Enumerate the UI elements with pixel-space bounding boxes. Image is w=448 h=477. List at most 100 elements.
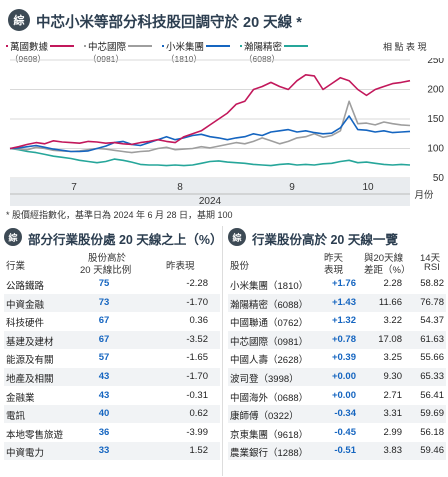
col-header-pct-line1: 股份高於 [88, 253, 127, 264]
perf-cell: -0.45 [334, 426, 356, 438]
y-tick-label: 200 [427, 85, 444, 96]
stock-cell: 中國人壽（2628） [230, 355, 309, 367]
perf-cell: +0.00 [331, 389, 356, 401]
stock-cell: 瀚陽精密（6088） [230, 299, 309, 311]
diff-cell: 9.30 [383, 371, 403, 382]
industry-cell: 電訊 [6, 411, 26, 423]
table-row-background [228, 405, 446, 424]
col-header-diff-line1: 與20天線 [364, 253, 404, 264]
diff-cell: 3.22 [383, 315, 403, 327]
table-row-background [4, 442, 220, 461]
industry-cell: 地產及相關 [6, 374, 54, 385]
col-header-perf-line1: 昨天 [324, 253, 344, 264]
section-logo-icon: 綜 [228, 228, 246, 246]
rsi-cell: 65.33 [420, 371, 444, 382]
col-header-pct-line2: 20 天線比例 [80, 265, 132, 276]
col-header-diff-line2: 差距（%） [364, 265, 411, 276]
rsi-cell: 59.46 [420, 445, 444, 457]
stock-cell: 農業銀行（1288） [230, 448, 309, 460]
industry-cell: 金融業 [6, 392, 35, 404]
legend-series-name: 中芯國際 [86, 39, 129, 53]
series-line [9, 100, 411, 154]
left-section-title: 部分行業股份處 20 天線之上（%） [28, 233, 223, 247]
rsi-cell: 54.37 [420, 315, 444, 327]
rsi-cell: 58.82 [420, 278, 444, 289]
legend-series-code: （9698） [10, 54, 46, 64]
stock-cell: 小米集團（1810） [230, 281, 309, 292]
stock-cell: 京東集團（9618） [230, 429, 309, 441]
col-header-change: 昨表現 [166, 261, 195, 272]
change-cell: -1.70 [186, 296, 208, 308]
chart-title: 中芯小米等部分科技股回調守於 20 天線 * [36, 15, 302, 31]
diff-cell: 2.28 [383, 278, 403, 289]
industry-cell: 公路鐵路 [6, 281, 45, 292]
table-row-background [228, 293, 446, 312]
stock-cell: 中國海外（0688） [230, 392, 309, 404]
change-cell: -1.65 [186, 352, 208, 364]
y-tick-label: 250 [427, 58, 444, 66]
table-row-background [4, 368, 220, 386]
legend-series-code: （1810） [166, 54, 202, 64]
stock-table: 股份 昨天 表現 與20天線 差距（%） 14天 RSI 小米集團（1810） +… [228, 250, 446, 476]
y-tick-label: 150 [427, 114, 444, 125]
series-line [9, 147, 411, 167]
diff-cell: 3.25 [383, 352, 403, 364]
x-tick-label: 8 [177, 182, 183, 193]
perf-cell: +0.00 [331, 371, 356, 382]
col-header-rsi-line1: 14天 [420, 253, 441, 264]
perf-cell: -0.34 [334, 408, 356, 420]
diff-cell: 11.66 [378, 296, 402, 308]
diff-cell: 3.83 [383, 445, 403, 457]
industry-cell: 能源及有關 [6, 355, 54, 367]
stock-cell: 康師傅（0322） [230, 411, 299, 423]
perf-cell: +0.78 [331, 333, 356, 345]
change-cell: -2.28 [186, 278, 208, 289]
col-header-industry: 行業 [6, 261, 26, 272]
right-section-title: 行業股份高於 20 天線一覽 [252, 233, 398, 247]
perf-cell: -0.51 [334, 445, 356, 457]
change-cell: -3.52 [186, 333, 208, 345]
pct-cell: 67 [98, 315, 110, 327]
legend-series-name: 小米集團 [164, 39, 207, 53]
line-chart: 250 200 150 100 50 7 8 9 10 2024 月份 [9, 58, 444, 207]
change-cell: 1.52 [189, 445, 209, 457]
legend-series-code: （0981） [88, 54, 124, 64]
change-cell: 0.36 [189, 315, 209, 327]
left-section-heading: 綜 部分行業股份處 20 天線之上（%） [4, 226, 223, 248]
series-line [9, 115, 411, 153]
chart-series [9, 73, 411, 167]
y-tick-labels: 250 200 150 100 50 [427, 58, 444, 184]
rsi-cell: 76.78 [420, 296, 444, 308]
table-row-background [4, 330, 220, 349]
stock-cell: 中芯國際（0981） [230, 336, 309, 348]
header: 綜 中芯小米等部分科技股回調守於 20 天線 * [0, 0, 448, 40]
industry-cell: 科技硬件 [6, 318, 45, 330]
legend-series-name: 瀚陽精密 [242, 39, 285, 53]
legend-series-code: （6088） [244, 54, 280, 64]
pct-cell: 73 [98, 296, 110, 308]
col-header-rsi-line2: RSI [424, 262, 440, 273]
col-header-stock: 股份 [230, 261, 250, 272]
right-section-heading: 綜 行業股份高於 20 天線一覽 [228, 226, 446, 248]
industry-cell: 中資電力 [6, 448, 45, 460]
perf-cell: +1.43 [331, 296, 356, 308]
industry-table: 行業 股份高於 20 天線比例 昨表現 公路鐵路 75 -2.28 中資金融 73 -1.… [4, 250, 220, 476]
section-logo-icon: 綜 [4, 228, 22, 246]
logo-icon: 綜 [8, 9, 30, 31]
x-axis-background [10, 178, 410, 206]
x-tick-label: 7 [71, 182, 77, 193]
x-axis-band: 7 8 9 10 2024 月份 [10, 178, 434, 207]
table-row-background [4, 293, 220, 312]
industry-cell: 本地零售旅遊 [6, 429, 64, 441]
change-cell: -1.70 [186, 371, 208, 382]
x-tick-label: 10 [362, 182, 374, 193]
x-tick-label: 9 [289, 182, 295, 193]
col-header-perf-line2: 表現 [324, 265, 344, 276]
rsi-cell: 56.18 [420, 426, 444, 438]
diff-cell: 3.31 [383, 408, 403, 420]
table-row-background [4, 405, 220, 424]
table-row-background [228, 368, 446, 386]
pct-cell: 75 [98, 278, 110, 289]
stock-cell: 中國聯通（0762） [230, 318, 309, 330]
